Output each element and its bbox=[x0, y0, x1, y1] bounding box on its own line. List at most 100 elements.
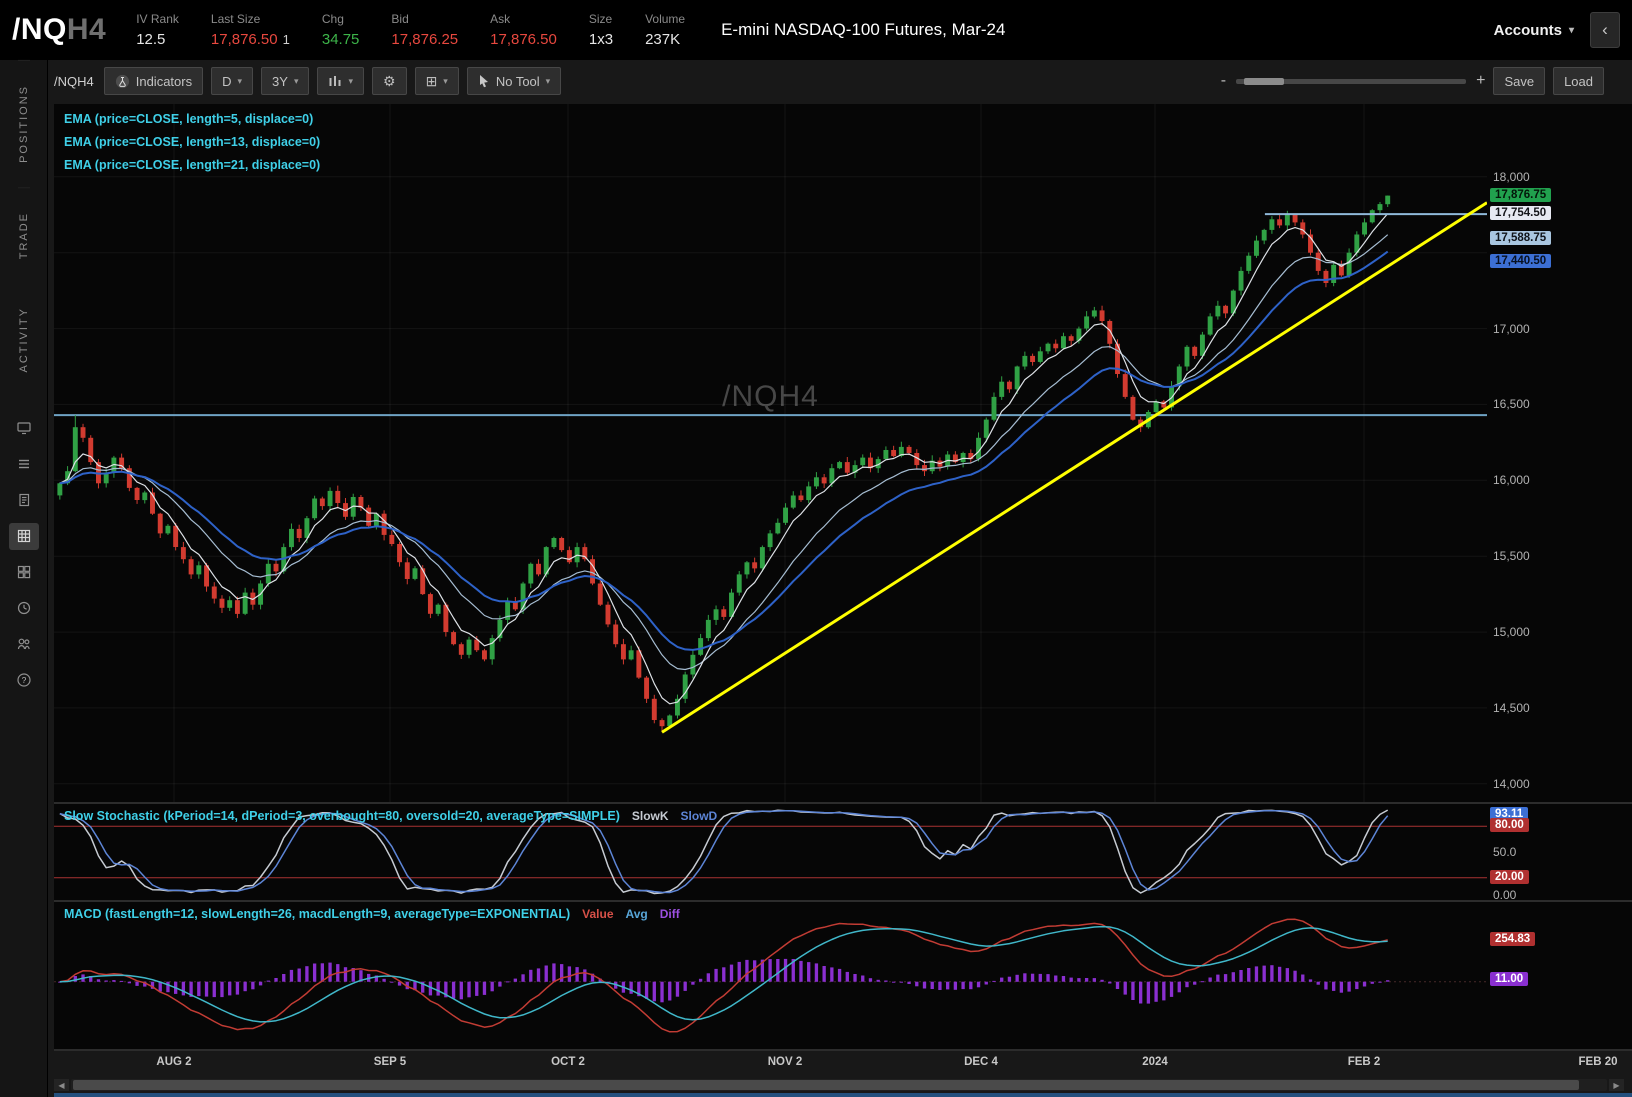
price-chart-plot[interactable]: /NQH4 EMA (price=CLOSE, length=5, displa… bbox=[54, 104, 1487, 802]
ema21-study-label[interactable]: EMA (price=CLOSE, length=21, displace=0) bbox=[64, 158, 321, 172]
indicators-label: Indicators bbox=[135, 73, 193, 89]
chevron-down-icon: ▾ bbox=[443, 75, 448, 86]
stoch-axis-label: 20.00 bbox=[1490, 869, 1529, 884]
stochastic-study-label[interactable]: Slow Stochastic (kPeriod=14, dPeriod=3, … bbox=[64, 809, 620, 823]
stochastic-axis[interactable]: 93.11 80.00 50.0 20.00 0.00 bbox=[1487, 804, 1632, 900]
contract-title: E-mini NASDAQ-100 Futures, Mar-24 bbox=[721, 20, 1006, 39]
macd-bubble: 11.00 bbox=[1490, 972, 1529, 987]
save-button[interactable]: Save bbox=[1493, 67, 1546, 95]
grid-icon: ⊞ bbox=[425, 72, 438, 89]
bid-value: 17,876.25 bbox=[391, 31, 459, 48]
price-bubble: 17,754.50 bbox=[1490, 206, 1552, 221]
stoch-axis-label: 50.0 bbox=[1493, 845, 1517, 859]
field-label: Last Size bbox=[210, 11, 261, 26]
chart-type-dropdown[interactable]: ▾ bbox=[317, 67, 364, 95]
stochastic-plot[interactable]: Slow Stochastic (kPeriod=14, dPeriod=3, … bbox=[54, 804, 1487, 900]
macd-value-legend: Value bbox=[582, 907, 614, 921]
list-icon[interactable] bbox=[9, 451, 39, 478]
macd-labels: MACD (fastLength=12, slowLength=26, macd… bbox=[64, 907, 680, 921]
macd-plot[interactable]: MACD (fastLength=12, slowLength=26, macd… bbox=[54, 902, 1487, 1049]
price-axis[interactable]: 18,000 17,000 16,500 16,000 15,500 15,000 14,5… bbox=[1487, 104, 1632, 802]
range-dropdown[interactable]: 3Y ▾ bbox=[261, 67, 310, 95]
panel-divider bbox=[54, 802, 1632, 804]
chevron-left-icon: ‹ bbox=[1602, 20, 1608, 39]
header-field-bid: Bid 17,876.25 bbox=[391, 12, 458, 48]
scrollbar-track[interactable] bbox=[71, 1079, 1607, 1091]
drawing-tool-label: No Tool bbox=[495, 73, 540, 89]
main-chart-panel: /NQH4 EMA (price=CLOSE, length=5, displa… bbox=[54, 104, 1632, 802]
scroll-right-icon[interactable]: ▶ bbox=[1609, 1079, 1624, 1091]
sidebar-tab-trade[interactable]: TRADE bbox=[17, 186, 30, 284]
price-bubble: 17,440.50 bbox=[1490, 253, 1552, 268]
scroll-left-icon[interactable]: ◀ bbox=[54, 1079, 69, 1091]
price-tick-label: 15,500 bbox=[1493, 549, 1530, 564]
time-label: FEB 20 bbox=[1578, 1056, 1618, 1068]
last-size-value: 1 bbox=[282, 31, 290, 47]
accounts-menu[interactable]: Accounts ▾ bbox=[1494, 22, 1574, 39]
ask-value: 17,876.50 bbox=[490, 31, 557, 48]
chart-scrollbar[interactable]: ◀ ▶ bbox=[54, 1077, 1632, 1093]
macd-axis[interactable]: 254.83 11.00 bbox=[1487, 902, 1632, 1049]
sidebar-tab-activity[interactable]: ACTIVITY bbox=[17, 307, 30, 373]
time-label: 2024 bbox=[1142, 1056, 1168, 1068]
zoom-out-button[interactable]: - bbox=[1220, 72, 1227, 89]
time-axis: AUG 2 SEP 5 OCT 2 NOV 2 DEC 4 2024 FEB 2 FEB 20 bbox=[54, 1051, 1632, 1075]
price-tick-label: 14,000 bbox=[1493, 776, 1530, 791]
time-label: NOV 2 bbox=[767, 1056, 803, 1068]
ema5-study-label[interactable]: EMA (price=CLOSE, length=5, displace=0) bbox=[64, 112, 314, 126]
stoch-axis-label: 0.00 bbox=[1493, 888, 1517, 900]
macd-bubble: 254.83 bbox=[1490, 931, 1536, 946]
time-label: SEP 5 bbox=[373, 1056, 407, 1068]
price-bubble: 17,588.75 bbox=[1490, 231, 1552, 246]
header-field-iv-rank: IV Rank 12.5 bbox=[136, 12, 179, 48]
chart-area: /NQH4 Indicators D ▾ 3Y ▾ ▾ ⚙ ⊞ ▾ bbox=[48, 60, 1632, 1097]
panel-divider bbox=[54, 1049, 1632, 1051]
stochastic-labels: Slow Stochastic (kPeriod=14, dPeriod=3, … bbox=[64, 809, 717, 823]
field-label: Chg bbox=[321, 12, 344, 26]
drawing-tool-dropdown[interactable]: No Tool ▾ bbox=[466, 67, 562, 95]
stochastic-panel: Slow Stochastic (kPeriod=14, dPeriod=3, … bbox=[54, 804, 1632, 900]
grid-layout-dropdown[interactable]: ⊞ ▾ bbox=[414, 67, 459, 95]
chart-toolbar: /NQH4 Indicators D ▾ 3Y ▾ ▾ ⚙ ⊞ ▾ bbox=[54, 66, 1632, 96]
price-tick-label: 15,000 bbox=[1493, 625, 1530, 640]
scrollbar-thumb[interactable] bbox=[73, 1080, 1579, 1090]
header-field-last-size: Last Size 17,876.50 1 bbox=[211, 12, 290, 49]
time-label: OCT 2 bbox=[551, 1056, 585, 1068]
monitor-icon[interactable] bbox=[9, 415, 39, 442]
header-field-size: Size 1x3 bbox=[589, 12, 613, 48]
stochastic-chart[interactable] bbox=[54, 804, 1487, 900]
slowk-legend: SlowK bbox=[631, 809, 669, 823]
aggregation-dropdown[interactable]: D ▾ bbox=[211, 67, 254, 95]
candlestick-chart[interactable] bbox=[54, 104, 1487, 802]
macd-panel: MACD (fastLength=12, slowLength=26, macd… bbox=[54, 902, 1632, 1049]
zoom-in-button[interactable]: + bbox=[1476, 72, 1486, 89]
symbol-title: /NQH4 bbox=[12, 13, 106, 47]
symbol-suffix: H4 bbox=[66, 13, 107, 46]
help-icon[interactable]: ? bbox=[9, 667, 39, 694]
indicators-button[interactable]: Indicators bbox=[103, 67, 204, 95]
field-label: Bid bbox=[391, 12, 409, 26]
sidebar-tab-positions[interactable]: POSITIONS bbox=[17, 60, 30, 187]
zoom-slider-thumb[interactable] bbox=[1244, 77, 1285, 85]
load-button[interactable]: Load bbox=[1553, 67, 1604, 95]
ema13-study-label[interactable]: EMA (price=CLOSE, length=13, displace=0) bbox=[64, 135, 321, 149]
time-label: DEC 4 bbox=[964, 1056, 998, 1068]
header-field-ask: Ask 17,876.50 bbox=[490, 12, 557, 48]
clock-icon[interactable] bbox=[9, 595, 39, 622]
collapse-panel-button[interactable]: ‹ bbox=[1590, 12, 1620, 48]
macd-chart[interactable] bbox=[54, 902, 1487, 1049]
zoom-slider[interactable] bbox=[1236, 77, 1467, 85]
field-label: IV Rank bbox=[136, 12, 179, 26]
header-field-chg: Chg 34.75 bbox=[322, 12, 360, 48]
page-icon[interactable] bbox=[9, 487, 39, 514]
people-icon[interactable] bbox=[9, 631, 39, 658]
change-value: 34.75 bbox=[321, 31, 360, 48]
range-value: 3Y bbox=[272, 73, 288, 89]
tiles-icon[interactable] bbox=[9, 559, 39, 586]
settings-button[interactable]: ⚙ bbox=[372, 67, 407, 95]
macd-study-label[interactable]: MACD (fastLength=12, slowLength=26, macd… bbox=[64, 907, 571, 921]
chevron-down-icon: ▾ bbox=[293, 75, 299, 86]
gear-icon: ⚙ bbox=[383, 72, 396, 89]
price-bubble: 17,876.75 bbox=[1490, 187, 1552, 202]
chart-grid-icon[interactable] bbox=[8, 522, 39, 550]
